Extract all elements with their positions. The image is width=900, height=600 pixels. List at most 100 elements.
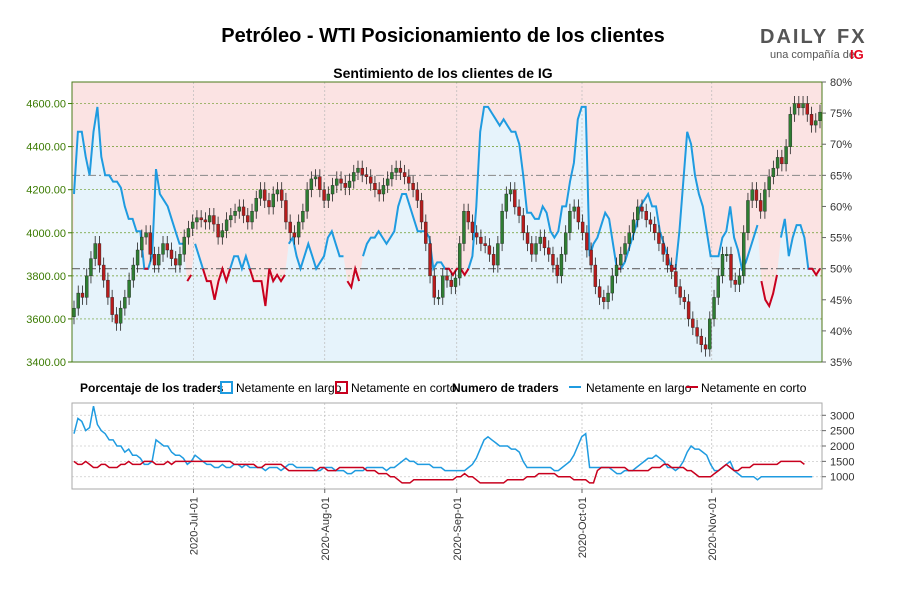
candle-body: [775, 157, 780, 169]
candle-body: [144, 232, 148, 238]
candle-body: [186, 228, 191, 238]
candle-body: [140, 236, 144, 251]
candle-body: [479, 236, 483, 244]
percent-tick-label: 70%: [830, 139, 852, 151]
candle-body: [470, 221, 475, 233]
candle-body: [563, 232, 568, 255]
candle-body: [521, 215, 525, 233]
candle-body: [504, 193, 509, 212]
candle-body: [767, 176, 771, 190]
price-tick-label: 4600.00: [26, 99, 66, 111]
candle-body: [500, 211, 504, 244]
candle-body: [725, 254, 729, 257]
date-tick-label: 2020-Nov-01: [707, 497, 719, 561]
legend-pct-long-swatch: [220, 381, 233, 394]
percent-tick-label: 55%: [830, 233, 852, 245]
short-sentiment-line: [144, 264, 821, 309]
candle-body: [568, 211, 572, 233]
candle-body: [780, 157, 784, 165]
candle-body: [593, 264, 598, 287]
candle-body: [182, 236, 186, 255]
candle-body: [165, 243, 169, 251]
candle-body: [678, 286, 682, 298]
candle-body: [669, 264, 674, 272]
candle-body: [623, 243, 627, 255]
candle-body: [85, 275, 89, 298]
candle-body: [758, 200, 763, 212]
candle-body: [610, 275, 615, 294]
candle-body: [135, 249, 140, 266]
candle-body: [597, 286, 602, 298]
chart-subtitle: Sentimiento de los clientes de IG: [333, 65, 552, 81]
candle-body: [750, 189, 754, 201]
candle-body: [716, 275, 720, 298]
candle-body: [127, 279, 131, 298]
candle-body: [674, 271, 678, 287]
candle-body: [551, 254, 555, 266]
candle-body: [508, 189, 513, 195]
candle-body: [347, 180, 352, 188]
date-axis: 2020-Jul-01 2020-Aug-01 2020-Sep-01 2020-Oc…: [189, 489, 719, 561]
traders-panel: 1000 1500 2000 2500 3000 2020-Jul-01 2020-Aug…: [71, 402, 854, 561]
date-tick-label: 2020-Aug-01: [320, 497, 332, 561]
candle-body: [572, 206, 576, 212]
candle-body: [339, 178, 343, 184]
candle-body: [360, 167, 364, 175]
candle-body: [661, 243, 665, 255]
candle-body: [330, 185, 335, 195]
candle-body: [313, 176, 318, 180]
price-axis: 3400.00 3600.00 3800.00 4000.00 4200.00 4400.…: [26, 99, 72, 369]
candle-body: [322, 189, 326, 201]
candle-body: [784, 146, 788, 165]
candle-body: [199, 217, 203, 221]
candle-body: [402, 172, 407, 177]
candle-body: [729, 254, 733, 281]
candle-body: [703, 344, 708, 350]
candle-body: [203, 219, 208, 223]
candle-body: [474, 232, 479, 238]
price-tick-label: 3600.00: [26, 314, 66, 326]
candle-body: [809, 114, 814, 126]
candle-body: [525, 232, 530, 244]
candle-body: [224, 219, 229, 231]
traders-long-line: [73, 405, 813, 481]
candle-body: [263, 189, 267, 201]
candle-body: [682, 297, 687, 302]
candle-body: [373, 183, 377, 190]
price-tick-label: 4000.00: [26, 228, 66, 240]
candle-body: [547, 247, 551, 255]
candle-body: [712, 297, 716, 320]
candle-body: [352, 172, 356, 182]
candle-body: [114, 314, 119, 324]
candle-body: [72, 307, 76, 317]
candle-body: [453, 277, 458, 287]
candle-body: [602, 297, 606, 302]
candle-body: [580, 221, 585, 233]
candle-body: [746, 200, 750, 233]
candle-body: [326, 193, 331, 201]
candle-body: [411, 183, 415, 190]
candle-body: [233, 211, 237, 216]
candle-body: [258, 189, 263, 199]
candle-body: [241, 206, 246, 216]
candle-body: [76, 292, 80, 309]
candle-body: [517, 206, 521, 216]
candle-body: [449, 279, 453, 287]
traders-tick-label: 2000: [830, 441, 854, 453]
legend-num-long-label: Netamente en largo: [586, 381, 692, 395]
candle-body: [631, 219, 636, 233]
percent-axis: 35% 40% 45% 50% 55% 60% 65% 70% 75% 80%: [822, 77, 852, 369]
legend-pct-short-label: Netamente en corto: [351, 381, 457, 395]
candle-body: [292, 232, 297, 238]
percent-tick-label: 40%: [830, 326, 852, 338]
candle-body: [216, 223, 220, 238]
candle-body: [169, 249, 174, 259]
candle-body: [381, 185, 386, 195]
candle-body: [636, 206, 640, 221]
candle-body: [301, 211, 305, 223]
candle-body: [754, 189, 759, 201]
candle-body: [652, 223, 657, 233]
candle-body: [390, 172, 394, 180]
candle-body: [207, 215, 212, 223]
